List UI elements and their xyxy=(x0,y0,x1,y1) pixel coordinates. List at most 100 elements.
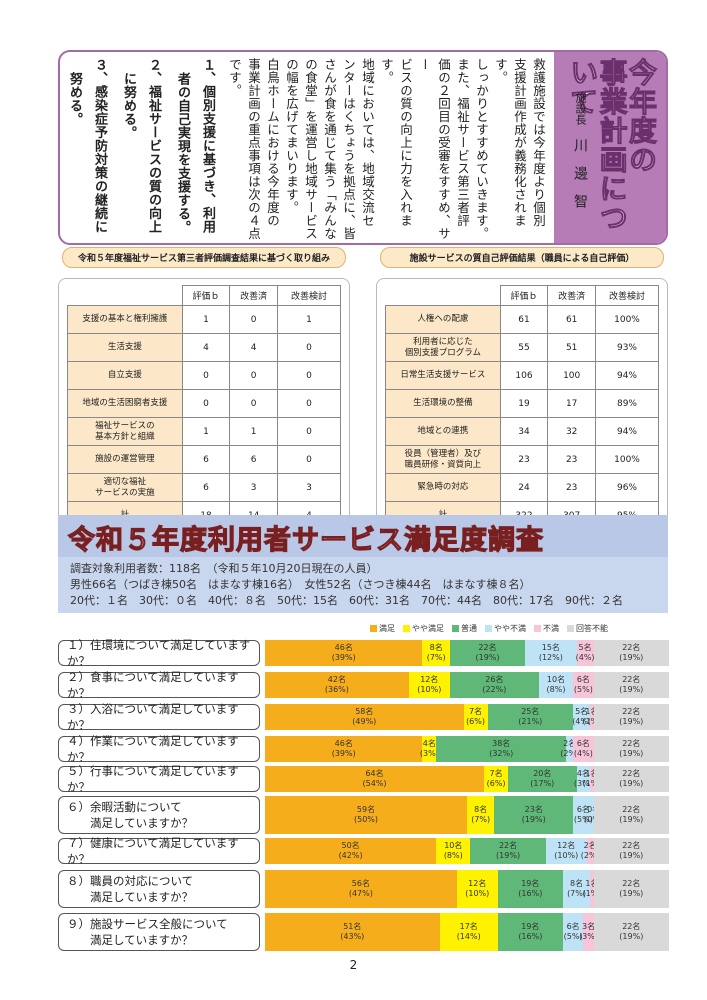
segment-count-label: 59名 xyxy=(356,805,376,814)
column-header: 改善検討 xyxy=(277,285,341,306)
segment-count-label: 4名 xyxy=(422,739,436,748)
segment-percent-label: (49%) xyxy=(352,717,377,726)
segment-count-label: 7名 xyxy=(489,769,503,778)
column-header: 改善検討 xyxy=(595,285,659,306)
segment-percent-label: (6%) xyxy=(466,717,485,726)
legend-label: やや不満 xyxy=(494,624,526,633)
segment-count-label: 46名 xyxy=(334,643,353,652)
plan-point-line: に努める。 xyxy=(121,72,136,140)
segment-percent-label: (8%) xyxy=(443,851,463,860)
question-label: ２）食事について満足していますか？ xyxy=(58,670,260,700)
bar-segment: 19名 (16%) xyxy=(497,870,563,908)
stacked-bar: 58名 (49%) 7名 (6%) 25名 (21%) 5名 (4%) 1名 (1%) 22名 (19… xyxy=(265,704,669,730)
plan-header: 今年度の 事業計画について xyxy=(554,52,666,243)
legend-swatch xyxy=(485,625,492,632)
segment-percent-label: (19%) xyxy=(619,685,644,694)
segment-percent-label: (3%) xyxy=(419,749,439,758)
bar-segment: 6名 (5%) xyxy=(573,796,594,834)
stacked-bar: 50名 (42%) 10名 (8%) 22名 (19%) 12名 (10%) 2名 (2%) 22名… xyxy=(265,838,669,864)
question-label: １）住環境について満足していますか？ xyxy=(58,638,260,668)
bar-segment: 8名 (7%) xyxy=(467,796,495,834)
segment-count-label: 22名 xyxy=(622,922,641,931)
segment-count-label: 38名 xyxy=(492,739,511,748)
segment-percent-label: (1%) xyxy=(582,779,602,788)
cell-value: 34 xyxy=(499,417,549,446)
segment-count-label: 1名 xyxy=(585,769,599,778)
segment-count-label: 10名 xyxy=(546,675,566,684)
segment-count-label: 12名 xyxy=(557,841,576,850)
cell-value: 1 xyxy=(277,305,341,334)
segment-percent-label: (3%) xyxy=(579,932,598,941)
row-label: 施設の運営管理 xyxy=(67,445,183,474)
row-label: 地域との連携 xyxy=(385,417,501,446)
question-label-line: ９）施設サービス全般について xyxy=(67,917,228,931)
table-row: 支援の基本と権利擁護 1 0 1 xyxy=(67,305,341,334)
bar-segment: 12名 (10%) xyxy=(545,838,587,864)
segment-percent-label: (32%) xyxy=(489,749,514,758)
chart-question-row: ６）余暇活動について 満足していますか？ 59名 (50%) 8名 (7%) 23名 (19… xyxy=(58,796,669,834)
bar-segment: 22名 (19%) xyxy=(593,766,669,792)
segment-count-label: 2名 xyxy=(583,841,597,850)
cell-value: 1 xyxy=(181,417,231,446)
segment-count-label: 22名 xyxy=(478,643,497,652)
bar-segment: 64名 (54%) xyxy=(265,766,485,792)
bar-segment: 10名 (8%) xyxy=(538,672,574,698)
bar-segment: 2名 (2%) xyxy=(560,736,579,762)
chart-legend: 満足 やや満足 普通 やや不満 不満 回答不能 xyxy=(370,623,608,634)
chart-question-row: ５）行事について満足していますか？ 64名 (54%) 7名 (6%) 20名 (17%) 4… xyxy=(58,764,669,794)
chart-question-row: ８）職員の対応について 満足していますか？ 56名 (47%) 12名 (10%) 19名… xyxy=(58,870,669,908)
question-label-line: ３）入浴について満足していますか？ xyxy=(67,702,239,732)
row-label: 支援の基本と権利擁護 xyxy=(67,305,183,334)
chart-question-row: ２）食事について満足していますか？ 42名 (36%) 12名 (10%) 26名 (22%… xyxy=(58,670,669,700)
segment-percent-label: (5%) xyxy=(573,815,593,824)
bar-segment: 7名 (6%) xyxy=(463,704,488,730)
segment-percent-label: (3%) xyxy=(573,779,593,788)
legend-label: 普通 xyxy=(461,624,477,633)
cell-value: 6 xyxy=(181,445,231,474)
cell-value: 0 xyxy=(181,389,231,418)
legend-item: やや不満 xyxy=(485,623,526,634)
cell-value: 23 xyxy=(547,473,596,502)
plan-text-line: 支援計画作成が義務化されます。 xyxy=(493,58,527,227)
question-label: ９）施設サービス全般について 満足していますか？ xyxy=(58,913,260,951)
segment-percent-label: (22%) xyxy=(482,685,507,694)
table-corner xyxy=(385,285,501,306)
plan-point-line: 者の自己実現を支援する。 xyxy=(175,72,190,234)
segment-percent-label: (42%) xyxy=(338,851,363,860)
table-row: 適切な福祉 サービスの実施 6 3 3 xyxy=(67,473,341,502)
survey-info-line: 20代：１名 30代：０名 40代：８名 50代：15名 60代：31名 70代… xyxy=(70,594,623,607)
segment-count-label: 22名 xyxy=(622,707,641,716)
cell-value: 51 xyxy=(547,333,596,362)
survey-info-line: 男性66名（つばき棟50名 はまなす棟16名） 女性52名（さつき棟44名 はま… xyxy=(70,578,531,591)
bar-segment: 3名 (3%) xyxy=(579,913,598,951)
cell-value: 61 xyxy=(547,305,596,334)
bar-segment: 17名 (14%) xyxy=(439,913,498,951)
bar-segment: 20名 (17%) xyxy=(508,766,577,792)
plan-point-line: 努める。 xyxy=(67,72,82,126)
bar-segment: 15名 (12%) xyxy=(525,640,577,666)
segment-count-label: 7名 xyxy=(468,707,483,716)
segment-percent-label: (21%) xyxy=(518,717,543,726)
bar-segment: 1名 (1%) xyxy=(582,766,601,792)
bar-segment: 22名 (19%) xyxy=(593,640,669,666)
cell-value: 24 xyxy=(499,473,549,502)
row-label: 人権への配慮 xyxy=(385,305,501,334)
bar-segment: 5名 (4%) xyxy=(575,640,595,666)
table-row: 自立支援 0 0 0 xyxy=(67,361,341,390)
segment-percent-label: (1%) xyxy=(582,717,602,726)
third-party-evaluation-table-section: 令和５年度福祉サービス第三者評価調査結果に基づく取り組み 評価ｂ 改善済 改善検討支… xyxy=(58,247,350,539)
segment-count-label: 25名 xyxy=(521,707,540,716)
segment-percent-label: (50%) xyxy=(353,815,379,824)
legend-item: 普通 xyxy=(452,623,477,634)
bar-segment: 12名 (10%) xyxy=(456,870,498,908)
bar-segment: 1名 (1%) xyxy=(582,704,601,730)
table-row: 日常生活支援サービス 106 100 94% xyxy=(385,361,659,390)
question-label: ４）作業について満足していますか？ xyxy=(58,734,260,764)
segment-count-label: 15名 xyxy=(541,643,560,652)
segment-count-label: 5名 xyxy=(578,643,592,652)
cell-value: 32 xyxy=(547,417,596,446)
segment-percent-label: (4%) xyxy=(575,653,595,662)
plan-text-line: の幅を広げてまいります。 xyxy=(284,58,299,214)
cell-value: 23 xyxy=(499,445,549,474)
bar-segment: 46名 (39%) xyxy=(265,640,423,666)
